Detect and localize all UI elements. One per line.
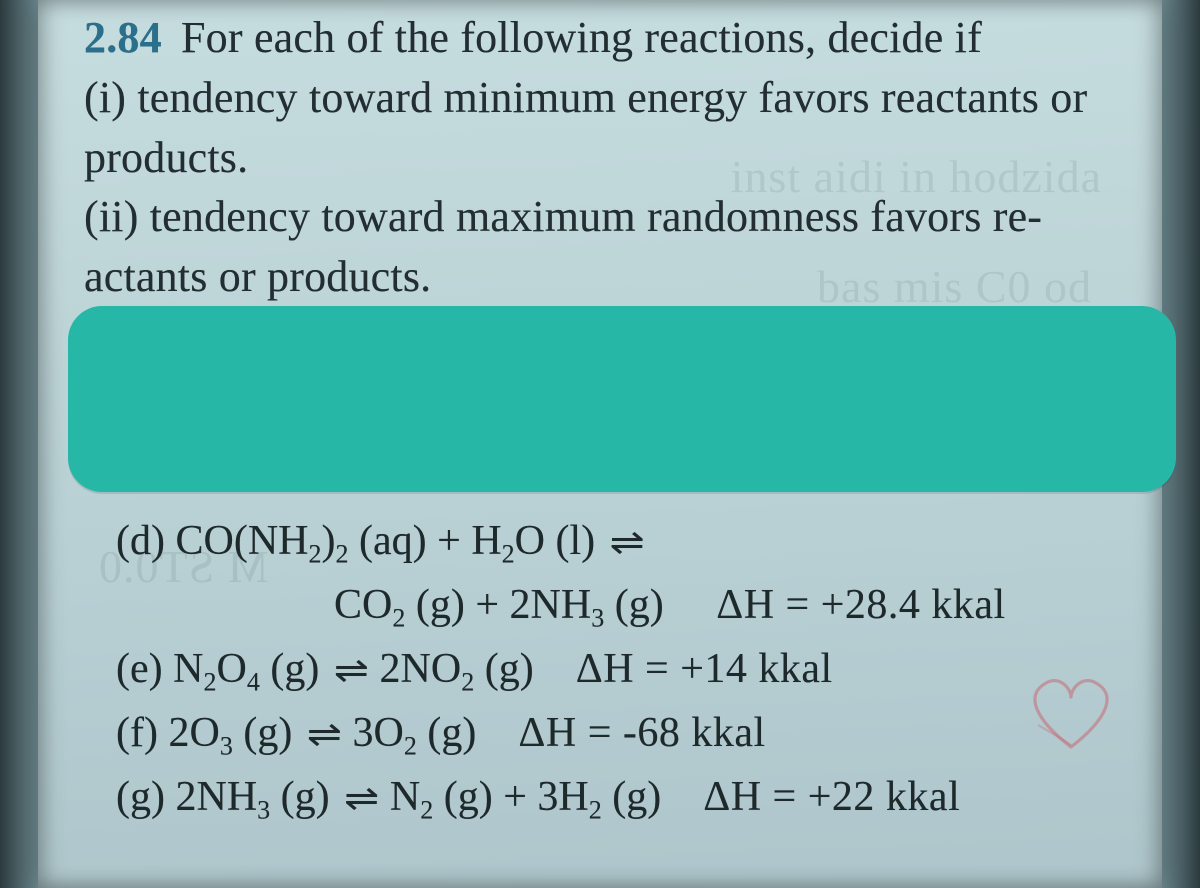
equation-d-rhs: CO2 (g) + 2NH3 (g) xyxy=(334,582,664,628)
equation-f-deltaH: ΔH = -68 kkal xyxy=(518,710,765,756)
equilibrium-arrow-icon: ⇌ xyxy=(303,709,342,763)
equation-e-deltaH: ΔH = +14 kkal xyxy=(576,646,833,692)
equilibrium-arrow-icon: ⇌ xyxy=(606,517,645,571)
equation-f-rhs: 3O2 (g) xyxy=(353,710,477,756)
problem-clause-i: (i) tendency toward minimum energy favor… xyxy=(84,68,1116,188)
equation-g-lhs: 2NH3 (g) xyxy=(175,774,329,820)
equation-e-lhs: N2O4 (g) xyxy=(173,646,319,692)
problem-intro-line: 2.84 For each of the following reactions… xyxy=(84,8,1116,68)
equation-f-lhs: 2O3 (g) xyxy=(168,710,292,756)
equations-block: (d) CO(NH2)2 (aq) + H2O (l) ⇌ CO2 (g) + … xyxy=(116,510,1176,830)
equation-d-line1: (d) CO(NH2)2 (aq) + H2O (l) ⇌ xyxy=(116,510,1176,574)
equation-e-label: (e) xyxy=(116,646,173,692)
problem-intro-text: For each of the following reactions, dec… xyxy=(181,13,982,62)
equation-d-line2: CO2 (g) + 2NH3 (g) ΔH = +28.4 kkal xyxy=(116,574,1176,638)
equation-f-label: (f) xyxy=(116,710,168,756)
equation-e: (e) N2O4 (g) ⇌ 2NO2 (g) ΔH = +14 kkal xyxy=(116,638,1176,702)
equation-g-label: (g) xyxy=(116,774,175,820)
equilibrium-arrow-icon: ⇌ xyxy=(330,645,369,699)
equation-g: (g) 2NH3 (g) ⇌ N2 (g) + 3H2 (g) ΔH = +22… xyxy=(116,766,1176,830)
problem-number: 2.84 xyxy=(84,13,162,62)
problem-clause-ii: (ii) tendency toward maximum randomness … xyxy=(84,187,1116,247)
equation-d-label: (d) xyxy=(116,518,175,564)
equation-g-rhs: N2 (g) + 3H2 (g) xyxy=(390,774,661,820)
equation-d-lhs: CO(NH2)2 (aq) + H2O (l) xyxy=(175,518,595,564)
equilibrium-arrow-icon: ⇌ xyxy=(340,772,379,826)
equation-f: (f) 2O3 (g) ⇌ 3O2 (g) ΔH = -68 kkal xyxy=(116,702,1176,766)
equation-g-deltaH: ΔH = +22 kkal xyxy=(703,774,960,820)
equation-d-deltaH: ΔH = +28.4 kkal xyxy=(716,582,1006,628)
textbook-page: inst aidi in hodzida bas mis C0 od M ST0… xyxy=(38,0,1162,888)
problem-clause-ii-cont: actants or products. xyxy=(84,247,1116,307)
equation-e-rhs: 2NO2 (g) xyxy=(380,646,534,692)
highlight-block xyxy=(68,306,1176,492)
book-gutter-left xyxy=(0,0,38,888)
